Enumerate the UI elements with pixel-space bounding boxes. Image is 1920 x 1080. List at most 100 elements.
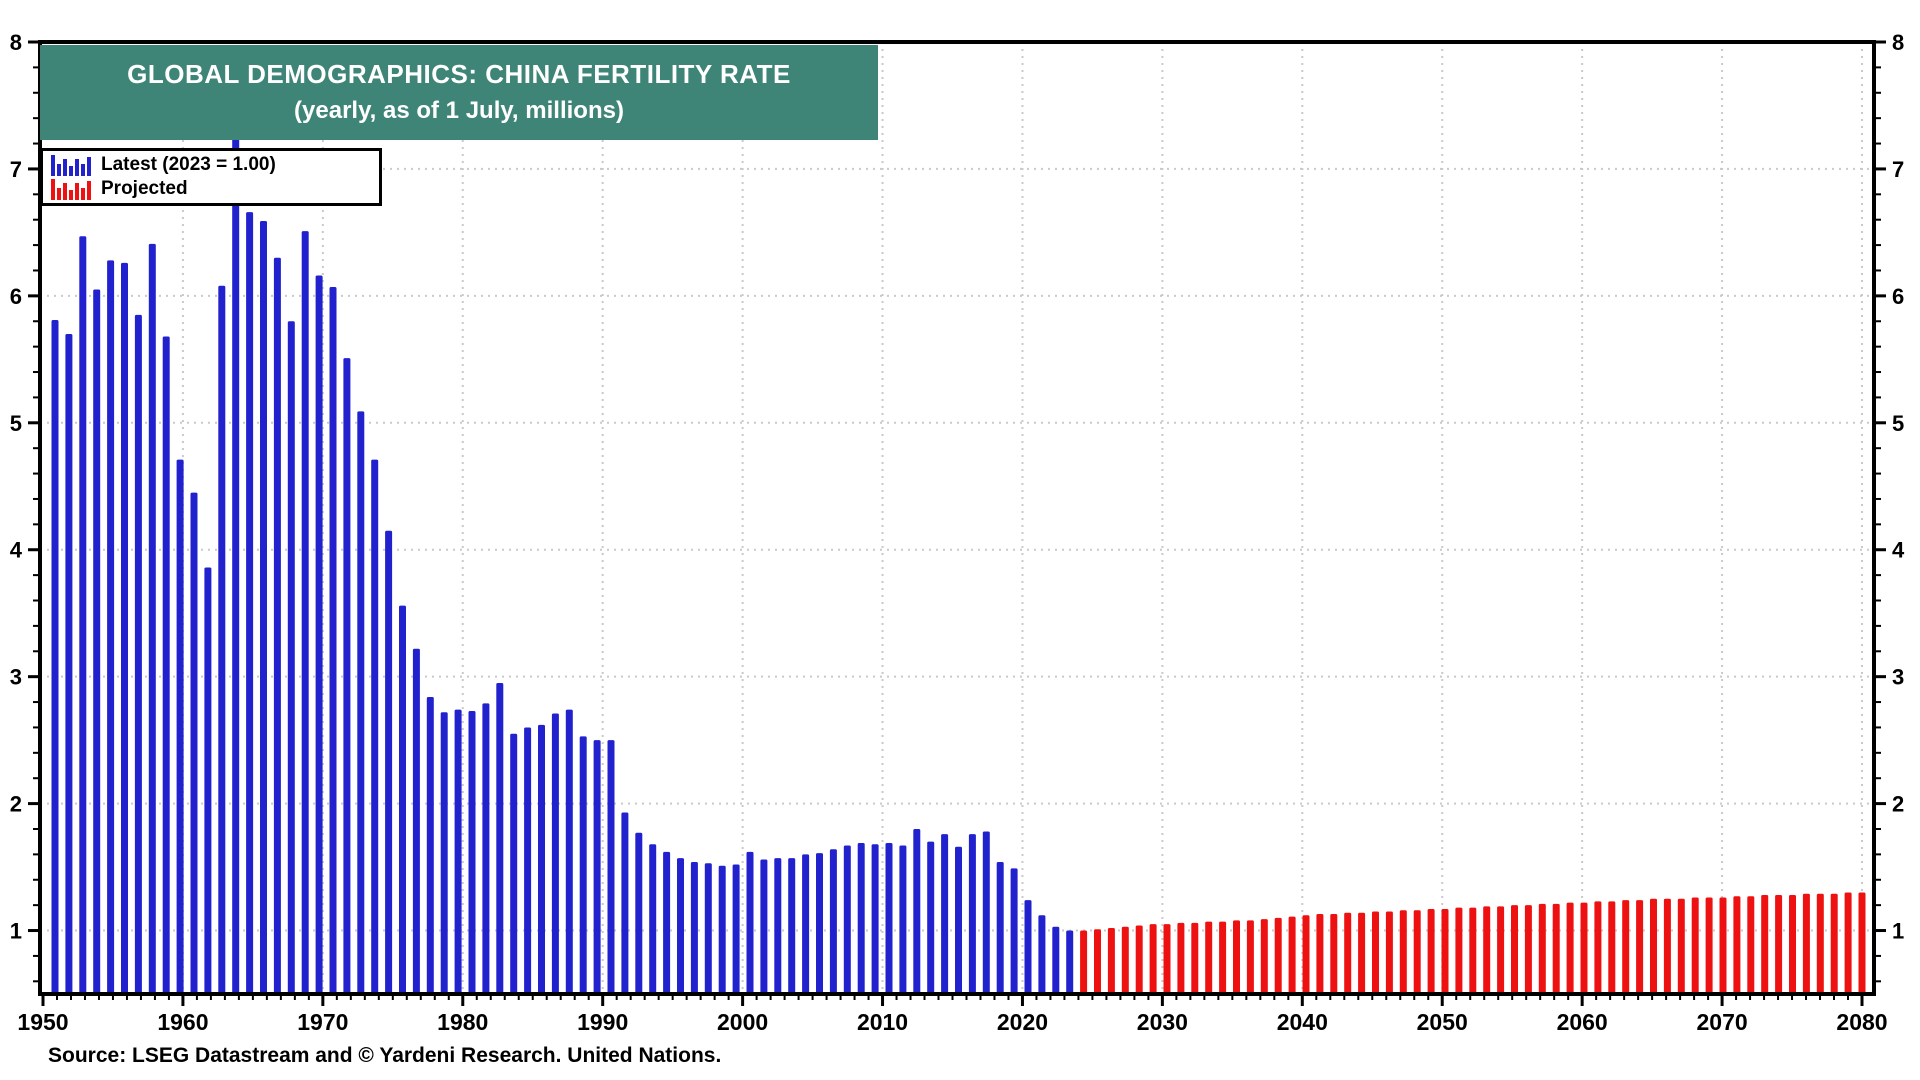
y-tick-label-right: 5 xyxy=(1892,411,1904,436)
legend-icon-bar xyxy=(69,190,73,200)
bar xyxy=(593,740,601,994)
bar xyxy=(454,709,462,994)
bars-projected xyxy=(1080,892,1866,994)
bar xyxy=(412,648,420,994)
bar xyxy=(1246,920,1254,994)
bar xyxy=(1594,901,1602,994)
bar xyxy=(1135,925,1143,994)
bar xyxy=(51,319,59,994)
y-tick-label-right: 2 xyxy=(1892,792,1904,817)
bar xyxy=(538,724,545,994)
y-tick-label-right: 7 xyxy=(1892,157,1904,182)
x-tick-label: 2080 xyxy=(1836,1009,1887,1035)
bar xyxy=(1372,911,1379,994)
bar xyxy=(426,696,434,994)
bar xyxy=(1705,897,1713,994)
bar xyxy=(162,336,170,994)
bar xyxy=(232,104,240,995)
x-tick-label: 1950 xyxy=(17,1009,68,1035)
legend-icon-bar xyxy=(57,188,61,200)
chart-subtitle: (yearly, as of 1 July, millions) xyxy=(294,96,624,124)
bar xyxy=(371,459,379,994)
bar xyxy=(496,683,504,994)
bar xyxy=(385,530,393,994)
bar xyxy=(1399,910,1407,994)
y-tick-label-right: 6 xyxy=(1892,284,1904,309)
bar xyxy=(273,257,281,995)
bar xyxy=(1608,901,1616,994)
bar xyxy=(1789,894,1796,994)
bar xyxy=(704,863,712,994)
x-tick-label: 2000 xyxy=(717,1009,768,1035)
bar xyxy=(746,851,754,994)
legend-icon-bar xyxy=(81,188,85,200)
bar xyxy=(399,605,406,994)
bar xyxy=(1358,912,1366,994)
axes-ticks xyxy=(28,40,1886,1006)
bar xyxy=(190,492,198,994)
bar xyxy=(1274,917,1282,994)
y-tick-label-left: 8 xyxy=(10,30,22,55)
bar xyxy=(996,861,1004,994)
bar xyxy=(482,703,490,994)
bar xyxy=(1650,898,1657,994)
bar xyxy=(565,709,573,994)
bar xyxy=(1205,921,1213,994)
bar xyxy=(1413,910,1421,994)
bar xyxy=(1566,902,1574,994)
bar xyxy=(218,285,226,994)
x-tick-label: 2060 xyxy=(1557,1009,1608,1035)
bar xyxy=(1663,898,1671,994)
legend-icon-bar xyxy=(63,159,67,176)
bar xyxy=(829,849,837,994)
bar xyxy=(982,831,990,994)
bars-latest xyxy=(51,104,1074,995)
bar xyxy=(649,844,657,994)
legend-icon-bar xyxy=(75,159,79,176)
bar xyxy=(176,459,184,994)
bar xyxy=(1344,912,1352,994)
bar xyxy=(468,710,476,994)
bar xyxy=(1080,930,1088,994)
bar xyxy=(802,854,810,994)
chart-title: GLOBAL DEMOGRAPHICS: CHINA FERTILITY RAT… xyxy=(127,59,791,90)
y-tick-label-right: 1 xyxy=(1892,919,1904,944)
bar xyxy=(816,853,823,994)
legend-icon-bar xyxy=(51,179,55,200)
bar xyxy=(357,411,365,995)
bar xyxy=(760,859,768,994)
bar xyxy=(1024,900,1032,994)
bar xyxy=(301,231,309,994)
bar xyxy=(1524,905,1532,994)
legend-icon-bar xyxy=(63,183,67,200)
legend-icon-bar xyxy=(51,155,55,176)
bar xyxy=(1219,921,1227,994)
blue-bars-icon xyxy=(51,154,91,176)
bar xyxy=(1385,911,1393,994)
bar xyxy=(1177,922,1185,994)
y-tick-label-left: 5 xyxy=(10,411,22,436)
x-tick-label: 1960 xyxy=(157,1009,208,1035)
bar xyxy=(1538,903,1546,994)
bar xyxy=(1066,930,1074,994)
bar xyxy=(1163,924,1171,994)
bar xyxy=(510,733,518,994)
legend-icon-bar xyxy=(81,164,85,176)
bar xyxy=(1330,914,1338,994)
bar xyxy=(1038,915,1046,994)
legend-icon-bar xyxy=(87,181,91,200)
chart-legend: Latest (2023 = 1.00) Projected xyxy=(40,148,382,206)
legend-label-projected: Projected xyxy=(101,178,188,199)
chart-title-banner: GLOBAL DEMOGRAPHICS: CHINA FERTILITY RAT… xyxy=(40,45,878,140)
bar xyxy=(1761,894,1769,994)
x-tick-label: 1980 xyxy=(437,1009,488,1035)
bar xyxy=(1302,915,1310,994)
bar xyxy=(621,812,629,994)
bar xyxy=(927,841,935,994)
bar xyxy=(1497,906,1505,994)
bar xyxy=(607,740,615,994)
bar xyxy=(955,846,962,994)
bar xyxy=(79,236,87,994)
y-tick-label-left: 4 xyxy=(10,538,23,563)
bar xyxy=(1455,907,1463,994)
